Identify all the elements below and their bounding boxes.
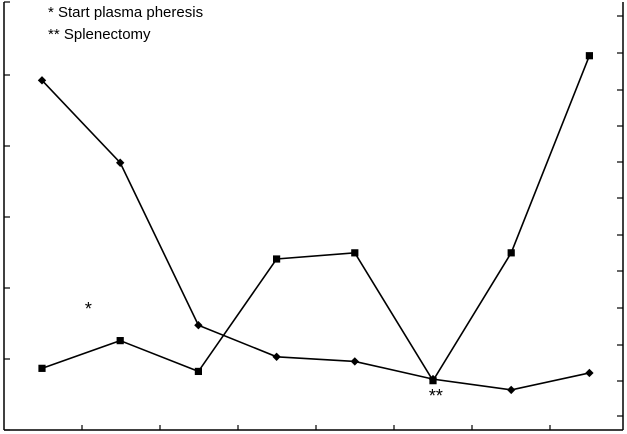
series-2-point (116, 337, 124, 345)
axes (3, 1, 624, 431)
series-2-point (507, 249, 515, 257)
series-1-line (41, 79, 590, 391)
series-1-point (585, 368, 594, 378)
series-2-point (351, 249, 359, 257)
legend-line-plasma-pheresis: * Start plasma pheresis (48, 4, 203, 21)
series-2-point (38, 364, 46, 372)
series-1-point (272, 352, 281, 361)
series-1-point (350, 357, 359, 366)
annotation-plasma-pheresis: * (85, 299, 92, 319)
legend: * Start plasma pheresis ** Splenectomy (48, 4, 203, 43)
series-2-point (585, 52, 593, 60)
series-2-point (429, 377, 437, 385)
legend-line-splenectomy: ** Splenectomy (48, 26, 151, 43)
series-2-line (41, 55, 591, 383)
series-1-point (507, 385, 516, 395)
series-1-point (37, 76, 47, 85)
series-2-point (273, 255, 281, 263)
series-1-point (194, 321, 203, 330)
annotations: * ** (85, 299, 443, 406)
series-layer (37, 52, 594, 395)
annotation-splenectomy: ** (429, 386, 443, 406)
series-2-point (194, 367, 202, 376)
series-1-point (116, 158, 125, 167)
